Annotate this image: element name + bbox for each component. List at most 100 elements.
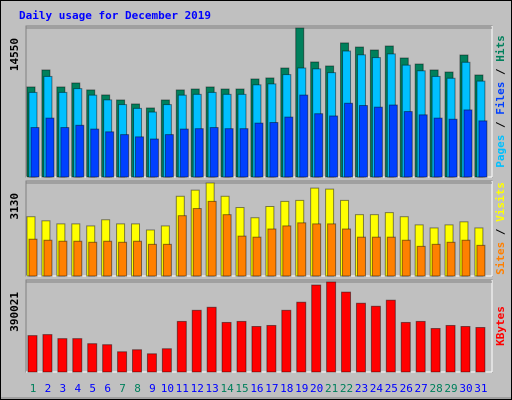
x-tick-label: 26	[400, 382, 413, 395]
bar	[460, 325, 471, 373]
bar	[476, 244, 486, 277]
bar	[416, 245, 426, 277]
bar	[206, 306, 217, 373]
x-tick-label: 19	[295, 382, 308, 395]
bar	[103, 240, 113, 277]
x-tick-label: 17	[265, 382, 278, 395]
legend: Sites / Visits	[494, 182, 507, 275]
bar	[430, 328, 441, 373]
bar	[90, 128, 100, 178]
bar	[57, 338, 68, 373]
bar	[463, 109, 473, 178]
bar	[207, 200, 217, 277]
legend-separator: /	[494, 121, 507, 128]
x-tick-label: 11	[176, 382, 189, 395]
x-tick-label: 1	[30, 382, 37, 395]
bar	[266, 324, 277, 373]
x-tick-label: 31	[474, 382, 487, 395]
bar	[415, 320, 426, 373]
bar	[401, 239, 411, 277]
bar	[386, 236, 396, 277]
y-tick-label: 390021	[8, 292, 21, 332]
y-tick-label: 3130	[8, 193, 21, 220]
x-tick-label: 9	[149, 382, 156, 395]
bar	[370, 305, 381, 373]
bar	[221, 321, 232, 373]
x-tick-label: 25	[385, 382, 398, 395]
bar	[60, 127, 70, 178]
bar	[445, 324, 456, 373]
bar	[461, 239, 471, 277]
bar	[118, 241, 128, 277]
bar	[448, 118, 458, 178]
bar	[58, 240, 68, 277]
bar	[342, 228, 352, 277]
bar	[132, 349, 143, 373]
x-tick-label: 2	[45, 382, 52, 395]
legend-entry: Visits	[494, 182, 507, 222]
bar	[161, 348, 172, 373]
legend-entry: Pages	[494, 135, 507, 168]
bar	[102, 344, 113, 373]
x-tick-label: 7	[119, 382, 126, 395]
bar	[179, 128, 189, 178]
bar	[105, 131, 115, 178]
bar	[28, 238, 38, 277]
bar	[176, 320, 187, 373]
bar	[312, 223, 322, 277]
bar	[252, 236, 262, 277]
x-tick-label: 29	[444, 382, 457, 395]
bar	[358, 105, 368, 178]
bar	[254, 122, 264, 178]
bar	[281, 309, 292, 373]
x-tick-label: 8	[134, 382, 141, 395]
bar	[326, 281, 337, 373]
bar	[146, 353, 157, 373]
legend-separator: /	[494, 68, 507, 75]
bar	[355, 302, 366, 373]
bar	[43, 239, 53, 277]
bar	[475, 327, 486, 373]
legend: KBytes	[494, 306, 507, 346]
bar	[433, 117, 443, 178]
bar	[147, 243, 157, 277]
bar	[311, 284, 322, 373]
legend-entry: KBytes	[494, 306, 507, 346]
bar	[446, 241, 456, 277]
x-tick-label: 10	[161, 382, 174, 395]
x-tick-label: 4	[74, 382, 81, 395]
bar	[87, 343, 98, 373]
bar	[192, 208, 202, 277]
x-tick-label: 23	[355, 382, 368, 395]
legend-entry: Hits	[494, 35, 507, 62]
y-tick-label: 14550	[8, 38, 21, 71]
bar	[73, 240, 83, 277]
x-tick-label: 27	[415, 382, 428, 395]
bar	[284, 116, 294, 178]
x-tick-label: 22	[340, 382, 353, 395]
bar	[341, 291, 352, 373]
bar	[237, 235, 247, 277]
bar	[224, 128, 234, 178]
bar	[385, 299, 396, 373]
bar	[400, 321, 411, 373]
bar	[251, 325, 262, 373]
bar	[149, 138, 159, 178]
bar	[42, 334, 53, 373]
bar	[27, 335, 38, 373]
bar	[282, 225, 292, 277]
bar	[329, 115, 339, 178]
bar	[120, 134, 130, 178]
bar	[191, 309, 202, 373]
bar	[418, 114, 428, 178]
bar	[194, 128, 204, 178]
chart-title: Daily usage for December 2019	[19, 9, 211, 22]
legend: Pages / Files / Hits	[494, 35, 507, 168]
bar	[75, 124, 85, 178]
bar	[373, 106, 383, 178]
bar	[299, 94, 309, 178]
bar	[135, 136, 145, 178]
bar	[72, 338, 83, 373]
bar	[133, 240, 143, 277]
